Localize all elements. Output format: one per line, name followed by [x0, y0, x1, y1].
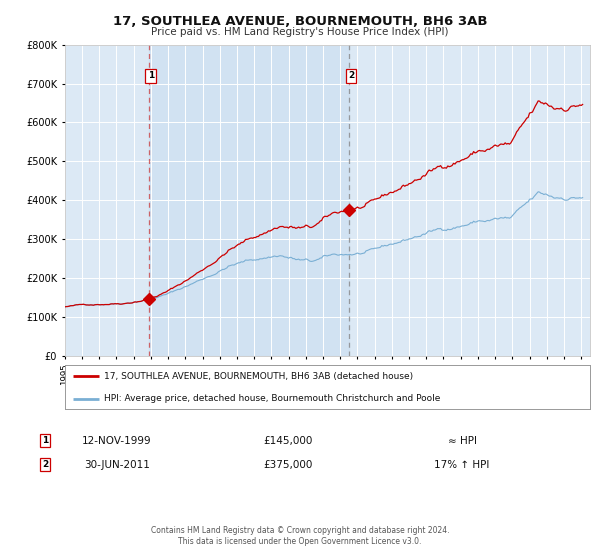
- Text: Contains HM Land Registry data © Crown copyright and database right 2024.: Contains HM Land Registry data © Crown c…: [151, 526, 449, 535]
- Text: £375,000: £375,000: [263, 460, 313, 470]
- Text: 30-JUN-2011: 30-JUN-2011: [84, 460, 150, 470]
- Text: 1: 1: [148, 71, 154, 81]
- Text: 12-NOV-1999: 12-NOV-1999: [82, 436, 152, 446]
- Text: ≈ HPI: ≈ HPI: [448, 436, 476, 446]
- Text: This data is licensed under the Open Government Licence v3.0.: This data is licensed under the Open Gov…: [178, 537, 422, 546]
- Text: 17% ↑ HPI: 17% ↑ HPI: [434, 460, 490, 470]
- Text: 17, SOUTHLEA AVENUE, BOURNEMOUTH, BH6 3AB (detached house): 17, SOUTHLEA AVENUE, BOURNEMOUTH, BH6 3A…: [104, 372, 413, 381]
- Text: 2: 2: [42, 460, 48, 469]
- Text: 2: 2: [348, 71, 354, 81]
- Bar: [149, 45, 349, 356]
- Text: Price paid vs. HM Land Registry's House Price Index (HPI): Price paid vs. HM Land Registry's House …: [151, 27, 449, 37]
- Text: 17, SOUTHLEA AVENUE, BOURNEMOUTH, BH6 3AB: 17, SOUTHLEA AVENUE, BOURNEMOUTH, BH6 3A…: [113, 15, 487, 27]
- Text: 1: 1: [42, 436, 48, 445]
- Text: £145,000: £145,000: [263, 436, 313, 446]
- Text: HPI: Average price, detached house, Bournemouth Christchurch and Poole: HPI: Average price, detached house, Bour…: [104, 394, 440, 403]
